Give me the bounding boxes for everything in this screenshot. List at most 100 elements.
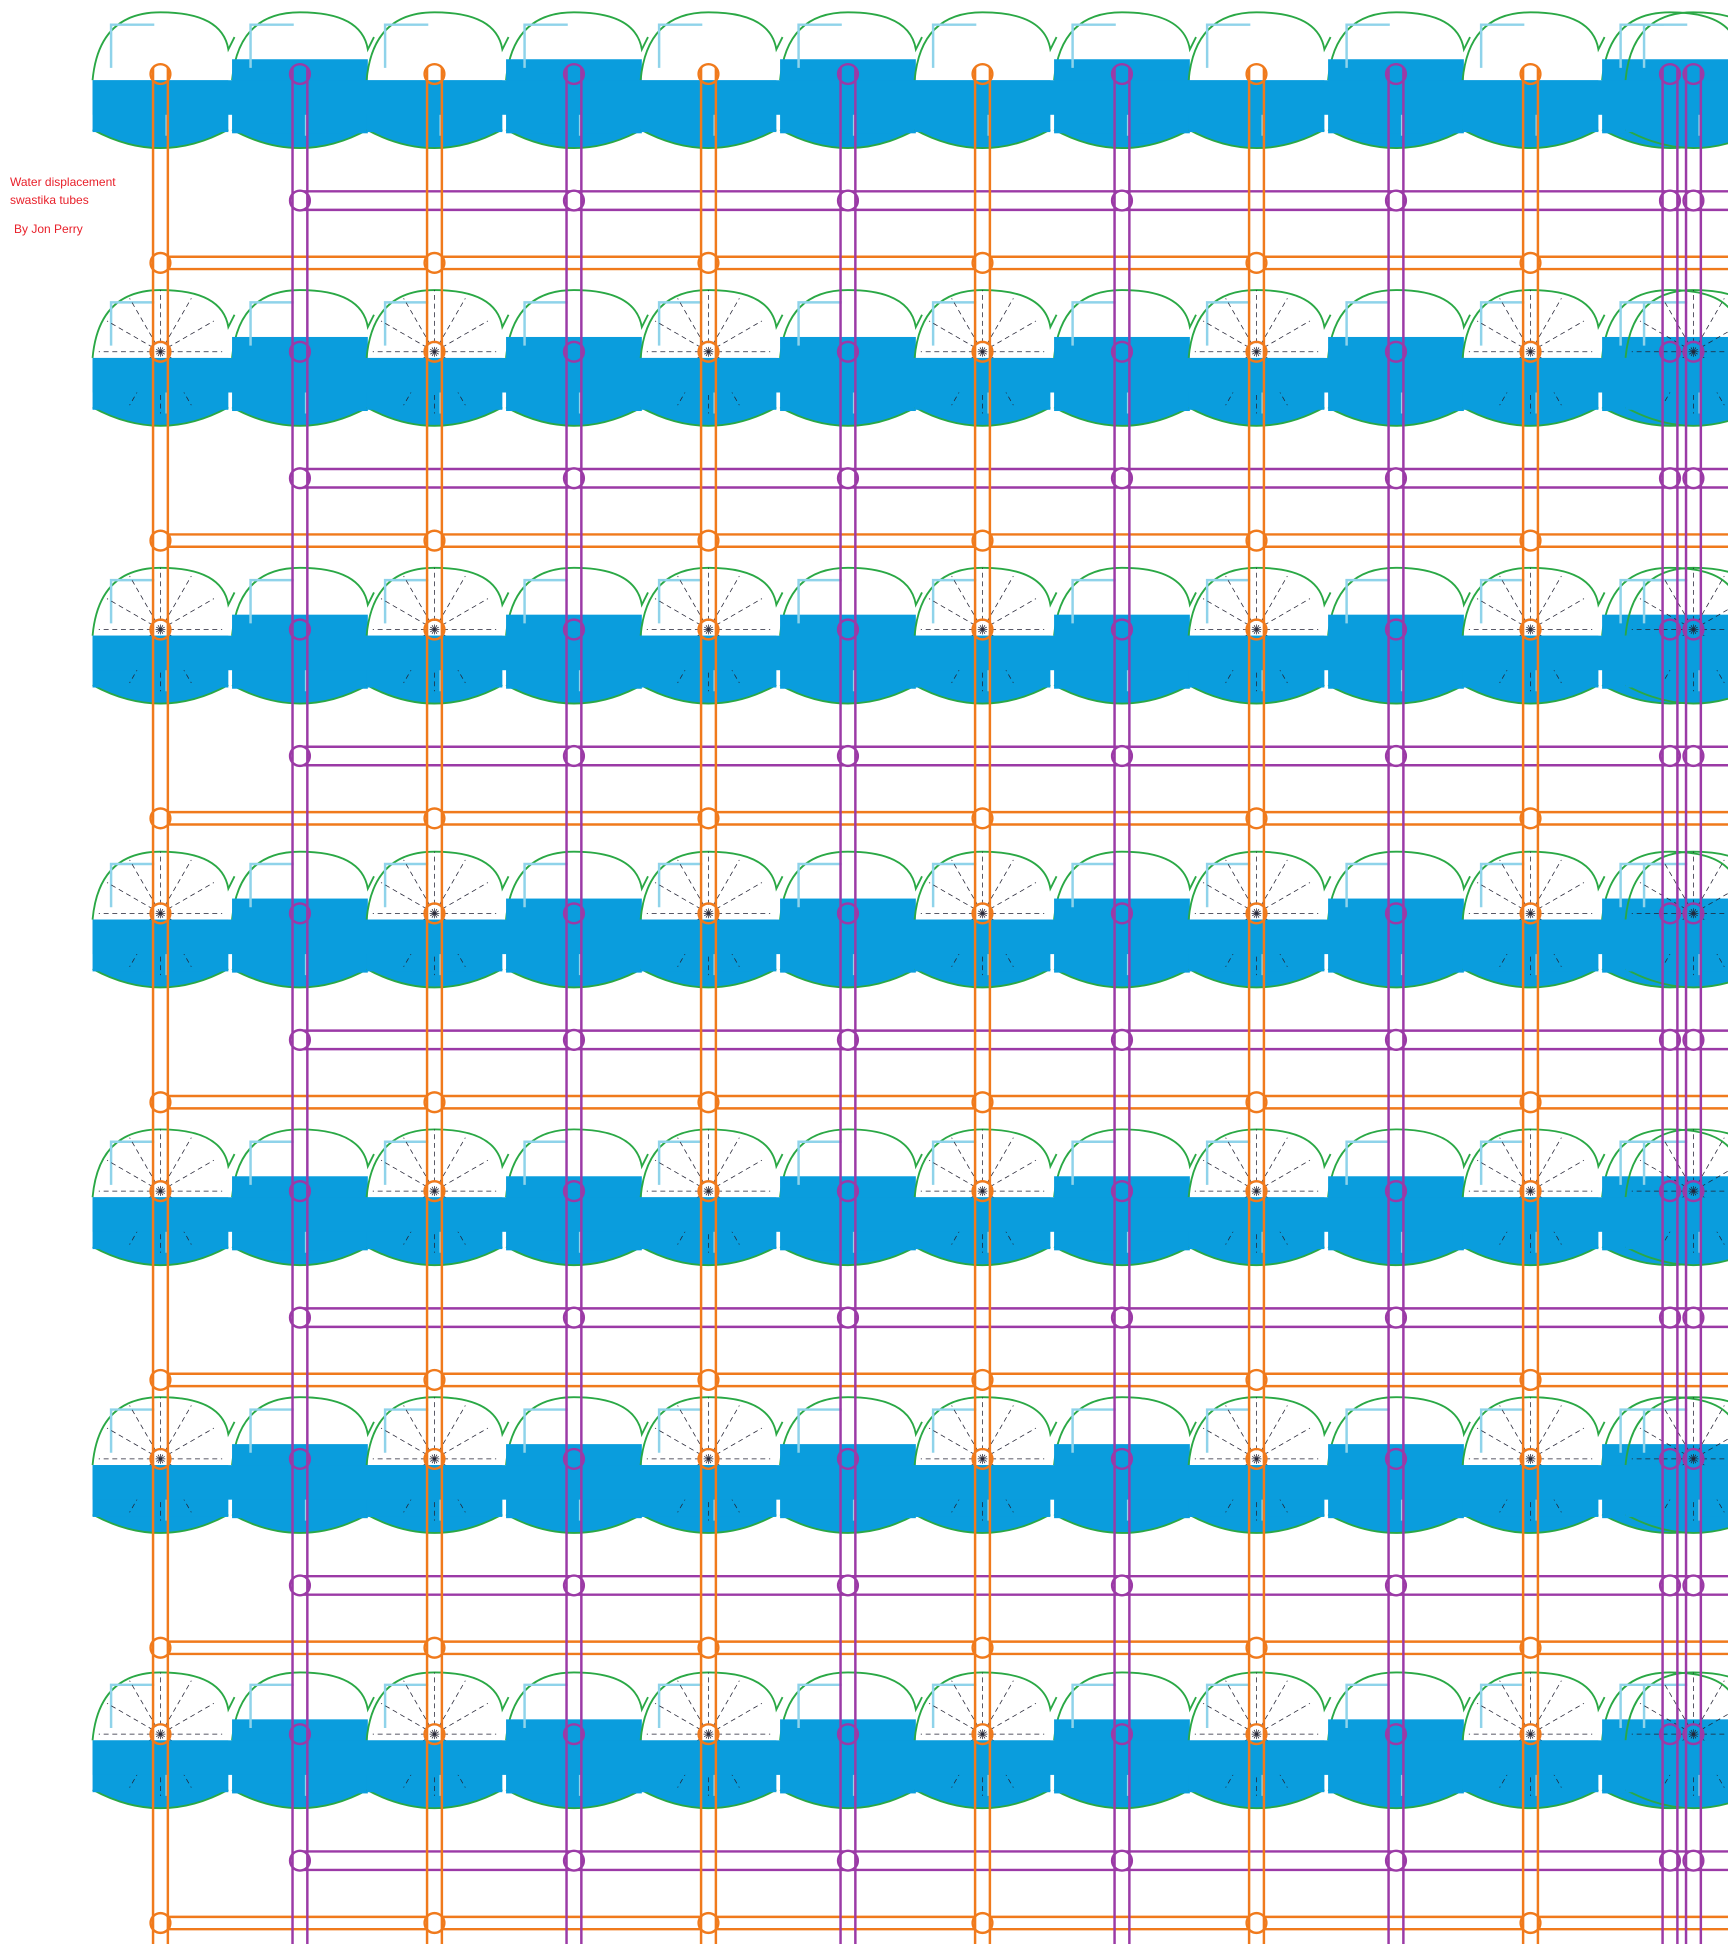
chamber-bottom — [231, 1513, 369, 1534]
chamber-bottom — [914, 1245, 1051, 1266]
tube-joint — [423, 529, 446, 552]
tube-joint — [1384, 1028, 1408, 1051]
chamber-bottom — [92, 1513, 229, 1534]
tube-joint — [1110, 1447, 1134, 1471]
chamber-bottom — [505, 406, 643, 427]
tube-joint — [423, 1636, 446, 1659]
tube-joint — [423, 1179, 446, 1203]
chamber-bottom — [640, 406, 777, 427]
chamber-bottom — [1327, 1245, 1465, 1266]
tube-joint — [1245, 1636, 1268, 1659]
tube-joint — [1384, 1179, 1408, 1203]
chamber-bottom — [1462, 1245, 1599, 1266]
tube-joint — [562, 1179, 586, 1203]
tube-joint — [836, 1574, 860, 1597]
tube-joint — [1519, 807, 1542, 830]
chamber-bottom — [779, 1245, 917, 1266]
chamber-top — [779, 289, 923, 359]
chamber-bottom — [231, 1245, 369, 1266]
title-line: swastika tubes — [10, 193, 89, 207]
chamber-bottom — [914, 406, 1051, 427]
chamber-top — [91, 289, 236, 359]
tube-joint — [562, 1849, 586, 1872]
chamber-top — [365, 850, 510, 920]
tube-joint — [288, 62, 312, 86]
chamber-bottom — [1462, 968, 1599, 989]
chamber-top — [1327, 566, 1471, 636]
chamber-bottom — [92, 968, 229, 989]
chamber-bottom — [505, 1513, 643, 1534]
tube-joint — [1384, 744, 1408, 768]
chamber-bottom — [640, 128, 777, 149]
chamber-top — [1601, 289, 1728, 359]
chamber-top — [91, 1128, 236, 1198]
chamber-top — [1327, 1128, 1471, 1198]
chamber-bottom — [1188, 128, 1325, 149]
tube-joint — [149, 1636, 172, 1659]
chamber-top — [1053, 1128, 1197, 1198]
tube-joint — [697, 618, 720, 641]
tube-joint — [1519, 529, 1542, 552]
tube-joint — [149, 340, 172, 363]
chamber-bottom — [1462, 1513, 1599, 1534]
chamber-top — [231, 850, 375, 920]
tube-joint — [562, 467, 586, 490]
tube-joint — [423, 618, 446, 641]
tube-joint — [423, 251, 446, 275]
tube-joint — [1682, 1723, 1705, 1746]
chamber-top — [913, 11, 1058, 81]
tube-joint — [423, 340, 446, 363]
tube-joint — [1384, 1723, 1408, 1746]
chamber-top — [1187, 1396, 1332, 1466]
tube-joint — [1519, 62, 1542, 86]
chamber-bottom — [1053, 1245, 1191, 1266]
water-band — [92, 357, 1728, 393]
chamber-top — [91, 566, 236, 636]
chamber-top — [913, 566, 1058, 636]
tube-joint — [1682, 1179, 1705, 1203]
chamber-top — [1461, 289, 1606, 359]
chamber-bottom — [1188, 684, 1325, 705]
tube-joint — [1519, 1636, 1542, 1659]
tube-joint — [1384, 189, 1408, 212]
tube-joint — [149, 1091, 172, 1114]
chamber-bottom — [1188, 1788, 1325, 1810]
title-line: Water displacement — [10, 175, 116, 189]
tube-joint — [288, 467, 312, 490]
chamber-top — [1327, 289, 1471, 359]
tube-joint — [1110, 744, 1134, 768]
tube-joint — [562, 1447, 586, 1471]
chamber-bottom — [231, 968, 369, 989]
tube-joint — [1519, 1911, 1542, 1935]
tube-joint — [1110, 902, 1134, 925]
chamber-bottom — [1188, 1245, 1325, 1266]
chamber-bottom — [505, 1788, 643, 1810]
tube-joint — [1384, 1574, 1408, 1597]
tube-joint — [1682, 1306, 1705, 1329]
tube-joint — [836, 1723, 860, 1746]
chamber-bottom — [366, 968, 503, 989]
chamber-bottom — [92, 1245, 229, 1266]
chamber-bottom — [92, 128, 229, 149]
chamber-top — [1187, 289, 1332, 359]
chamber-bottom — [1053, 968, 1191, 989]
tube-joint — [1658, 1028, 1682, 1051]
tube-joint — [697, 1911, 720, 1935]
chamber-top — [1601, 566, 1728, 636]
tube-joint — [697, 62, 720, 86]
tube-joint — [1110, 467, 1134, 490]
tube-joint — [836, 62, 860, 86]
tube-joint — [1658, 1574, 1682, 1597]
tube-joint — [149, 1723, 172, 1746]
tube-joint — [1245, 902, 1268, 925]
tube-joint — [1245, 1447, 1268, 1471]
chamber-top — [639, 11, 784, 81]
tube-joint — [288, 1179, 312, 1203]
tube-joint — [971, 1368, 994, 1392]
tube-joint — [1658, 62, 1682, 86]
chamber-top — [1187, 1128, 1332, 1198]
chamber-top — [231, 1128, 375, 1198]
tube-joint — [562, 1306, 586, 1329]
chamber-bottom — [1188, 1513, 1325, 1534]
tube-joint — [1658, 1306, 1682, 1329]
